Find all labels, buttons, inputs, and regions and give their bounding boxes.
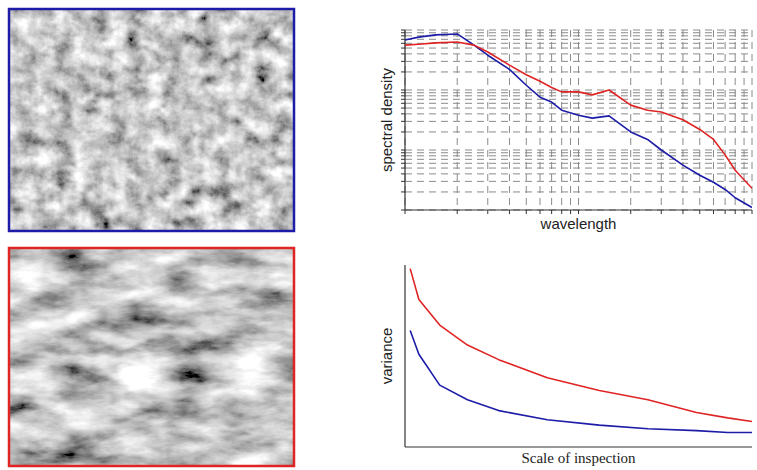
y-axis: [404, 30, 405, 210]
grid-line: [699, 30, 700, 210]
tick: [578, 210, 579, 214]
grid-line: [405, 159, 752, 160]
tick: [551, 210, 552, 214]
tick: [699, 210, 700, 214]
grid-line: [405, 168, 752, 169]
grid-line: [405, 152, 752, 153]
chart: [401, 30, 752, 214]
grid-line: [735, 30, 736, 210]
grid-line: [405, 103, 752, 104]
tick: [661, 210, 662, 214]
grid-line: [405, 35, 752, 36]
grid-line: [578, 30, 579, 210]
grid-line: [405, 163, 752, 164]
grid-line: [752, 30, 753, 210]
tick: [570, 210, 571, 214]
series-group: [410, 269, 752, 433]
texture: [9, 9, 294, 231]
grid-line: [405, 30, 406, 210]
grid-line: [661, 30, 662, 210]
grid-line: [405, 113, 752, 114]
tick: [735, 210, 736, 214]
grid-line: [405, 181, 752, 182]
grid-line: [561, 30, 562, 210]
grid-line: [405, 108, 752, 109]
series-line: [410, 269, 752, 422]
tick: [713, 210, 714, 214]
chart: [405, 265, 752, 447]
series-line: [405, 42, 752, 188]
grid-line: [405, 99, 752, 100]
grid-line: [405, 53, 752, 54]
grid-line: [405, 150, 752, 151]
grid-line: [405, 131, 752, 132]
grid-line: [405, 155, 752, 156]
y-axis: [404, 265, 405, 447]
tick: [561, 210, 562, 214]
y-axis-title: variance: [378, 328, 395, 385]
grid-line: [526, 30, 527, 210]
tick: [526, 210, 527, 214]
figure: wavelength spectral density Scale of inspe…: [0, 0, 757, 470]
x-axis-title: Scale of inspection: [521, 450, 636, 466]
grid-line: [725, 30, 726, 210]
tick: [682, 210, 683, 214]
grid-line: [457, 30, 458, 210]
x-axis: [405, 209, 752, 210]
grid-line: [405, 90, 752, 91]
grid: [405, 30, 752, 210]
grid-line: [487, 30, 488, 210]
grid-line: [570, 30, 571, 210]
grid-line: [509, 30, 510, 210]
tick: [630, 210, 631, 214]
grid-line: [405, 95, 752, 96]
tick: [487, 210, 488, 214]
tick: [405, 210, 406, 214]
grid-line: [405, 210, 752, 211]
grid-line: [744, 30, 745, 210]
grid-line: [405, 39, 752, 40]
series-line: [405, 34, 752, 208]
grid-line: [540, 30, 541, 210]
grid-line: [630, 30, 631, 210]
tick: [509, 210, 510, 214]
texture-frame: [9, 9, 294, 231]
tick: [540, 210, 541, 214]
texture: [9, 248, 294, 466]
series-group: [405, 34, 752, 208]
grid-line: [405, 32, 752, 33]
grid-line: [405, 173, 752, 174]
tick: [457, 210, 458, 214]
grid-line: [405, 121, 752, 122]
x-axis: [405, 446, 752, 447]
tick: [752, 210, 753, 214]
x-axis-title: wavelength: [540, 215, 617, 232]
tick: [725, 210, 726, 214]
grid-line: [405, 30, 752, 31]
grid-line: [405, 71, 752, 72]
series-line: [410, 331, 752, 433]
grid-line: [551, 30, 552, 210]
y-axis-title: spectral density: [378, 67, 395, 172]
grid-line: [405, 61, 752, 62]
grid-line: [405, 191, 752, 192]
tick: [744, 210, 745, 214]
texture-frame: [9, 248, 294, 466]
grid-line: [405, 48, 752, 49]
grid-line: [405, 43, 752, 44]
